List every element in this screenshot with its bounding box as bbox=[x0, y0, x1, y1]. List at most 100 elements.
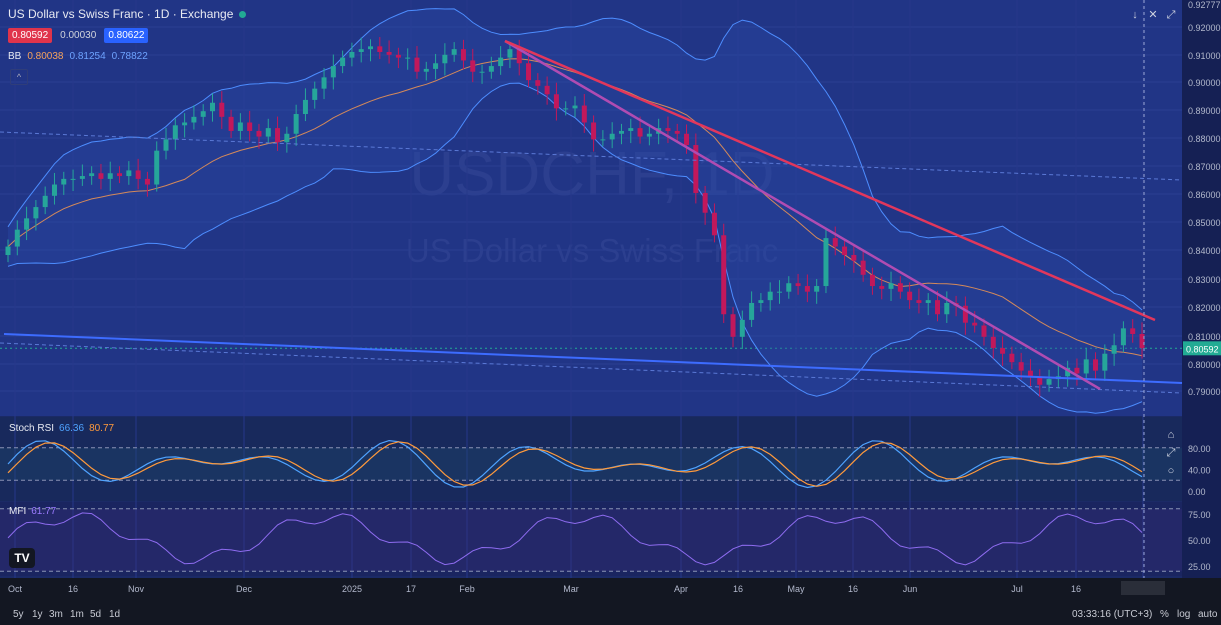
candle bbox=[535, 80, 541, 86]
buy-price-button[interactable]: 0.80622 bbox=[104, 28, 149, 43]
stoch-d-line bbox=[7, 441, 1143, 487]
price-tick-label: 0.83000 bbox=[1188, 275, 1221, 285]
stoch-tick-label: 40.00 bbox=[1188, 465, 1211, 475]
symbol-title[interactable]: US Dollar vs Swiss Franc · 1D · Exchange bbox=[8, 7, 234, 21]
candle bbox=[349, 51, 355, 58]
candle bbox=[200, 111, 206, 117]
range-1y[interactable]: 1y bbox=[32, 609, 43, 620]
candle bbox=[247, 122, 253, 131]
refresh-icon[interactable]: ○ bbox=[1167, 465, 1175, 477]
candle bbox=[879, 286, 885, 289]
candle bbox=[693, 145, 699, 193]
inner-trendline bbox=[504, 39, 1101, 391]
candle bbox=[117, 173, 123, 177]
candle bbox=[24, 218, 30, 230]
candle bbox=[321, 77, 327, 89]
candle bbox=[804, 286, 810, 292]
candle bbox=[98, 173, 104, 179]
time-tick-label: Oct bbox=[8, 584, 23, 594]
candle bbox=[944, 302, 950, 315]
candle bbox=[1130, 328, 1136, 334]
candle bbox=[1093, 359, 1099, 371]
sell-price-button[interactable]: 0.80592 bbox=[8, 28, 53, 43]
range-1d[interactable]: 1d bbox=[109, 609, 121, 620]
candle bbox=[860, 260, 866, 275]
bb-lower: 0.78822 bbox=[111, 51, 148, 62]
range-5d[interactable]: 5d bbox=[90, 609, 102, 620]
tradingview-logo[interactable]: TV bbox=[9, 548, 35, 568]
bb-upper: 0.81254 bbox=[69, 51, 106, 62]
collapse-legend-icon[interactable]: ^ bbox=[10, 69, 28, 85]
candle bbox=[51, 184, 57, 196]
candle bbox=[888, 283, 894, 289]
symbol-header[interactable]: US Dollar vs Swiss Franc · 1D · Exchange bbox=[8, 7, 247, 21]
stoch-tick-label: 0.00 bbox=[1188, 487, 1206, 497]
candle bbox=[460, 49, 466, 61]
time-tick-label: Feb bbox=[459, 584, 475, 594]
price-tick-label: 0.81000 bbox=[1188, 332, 1221, 342]
range-5y[interactable]: 5y bbox=[13, 609, 24, 620]
bb-lower-line bbox=[7, 82, 1143, 414]
range-3m[interactable]: 3m bbox=[49, 609, 63, 620]
candle bbox=[126, 170, 132, 177]
price-tick-label: 0.89000 bbox=[1188, 106, 1221, 116]
candle bbox=[1083, 359, 1089, 374]
price-tick-label: 0.85000 bbox=[1188, 218, 1221, 228]
current-price-badge bbox=[1183, 341, 1221, 356]
collapse-pane-icon[interactable]: ✕ bbox=[1148, 9, 1158, 21]
stoch-pane[interactable] bbox=[0, 417, 1182, 501]
candle bbox=[1102, 353, 1108, 371]
candle bbox=[516, 49, 522, 64]
candle bbox=[1046, 379, 1052, 385]
price-tick-label: 0.79000 bbox=[1188, 387, 1221, 397]
candle bbox=[442, 54, 448, 64]
candle bbox=[1009, 353, 1015, 363]
candle bbox=[776, 291, 782, 293]
candle bbox=[358, 49, 364, 52]
price-tick-label: 0.87000 bbox=[1188, 162, 1221, 172]
candle bbox=[544, 85, 550, 95]
market-status-icon bbox=[239, 10, 247, 18]
range-1m[interactable]: 1m bbox=[70, 609, 84, 620]
arrow-down-icon[interactable]: ↓ bbox=[1132, 9, 1138, 21]
mfi-label: MFI bbox=[9, 506, 27, 517]
bb-fill bbox=[8, 8, 1142, 414]
candle bbox=[1018, 362, 1024, 371]
time-tick-label: May bbox=[787, 584, 805, 594]
price-axis[interactable] bbox=[1182, 0, 1221, 578]
dashed-channel-upper bbox=[0, 131, 1183, 181]
candle bbox=[981, 325, 987, 337]
mfi-pane[interactable] bbox=[0, 502, 1182, 576]
candle bbox=[581, 105, 587, 123]
stoch-legend[interactable]: Stoch RSI 66.36 80.77 bbox=[9, 423, 114, 434]
maximize-icon[interactable]: ⤢ bbox=[1166, 9, 1176, 21]
time-tick-label: 16 bbox=[1071, 584, 1081, 594]
price-pane[interactable] bbox=[0, 0, 1182, 416]
clock[interactable]: 03:33:16 (UTC+3) bbox=[1072, 609, 1153, 620]
stoch-d: 80.77 bbox=[89, 423, 115, 434]
candle bbox=[1139, 333, 1145, 349]
bb-basis: 0.80038 bbox=[27, 51, 64, 62]
candle bbox=[144, 178, 150, 185]
candle bbox=[674, 130, 680, 134]
mfi-tick-label: 25.00 bbox=[1188, 562, 1211, 572]
candle bbox=[172, 125, 178, 140]
log-toggle[interactable]: log bbox=[1177, 609, 1191, 620]
candle bbox=[907, 291, 913, 301]
candle bbox=[135, 170, 141, 179]
mfi-legend[interactable]: MFI 61.77 bbox=[9, 506, 56, 517]
candle bbox=[70, 178, 76, 180]
auto-toggle[interactable]: auto bbox=[1198, 609, 1218, 620]
maximize-pane-icon[interactable]: ⤢ bbox=[1166, 447, 1176, 459]
candle bbox=[33, 207, 39, 219]
candle bbox=[842, 246, 848, 256]
candle bbox=[990, 336, 996, 349]
candle bbox=[191, 116, 197, 123]
candle bbox=[628, 128, 634, 131]
settings-icon[interactable]: ⌂ bbox=[1167, 429, 1175, 441]
candle bbox=[470, 60, 476, 72]
percent-toggle[interactable]: % bbox=[1160, 609, 1169, 620]
bb-legend[interactable]: BB 0.80038 0.81254 0.78822 bbox=[8, 51, 148, 62]
time-axis[interactable] bbox=[0, 578, 1221, 605]
